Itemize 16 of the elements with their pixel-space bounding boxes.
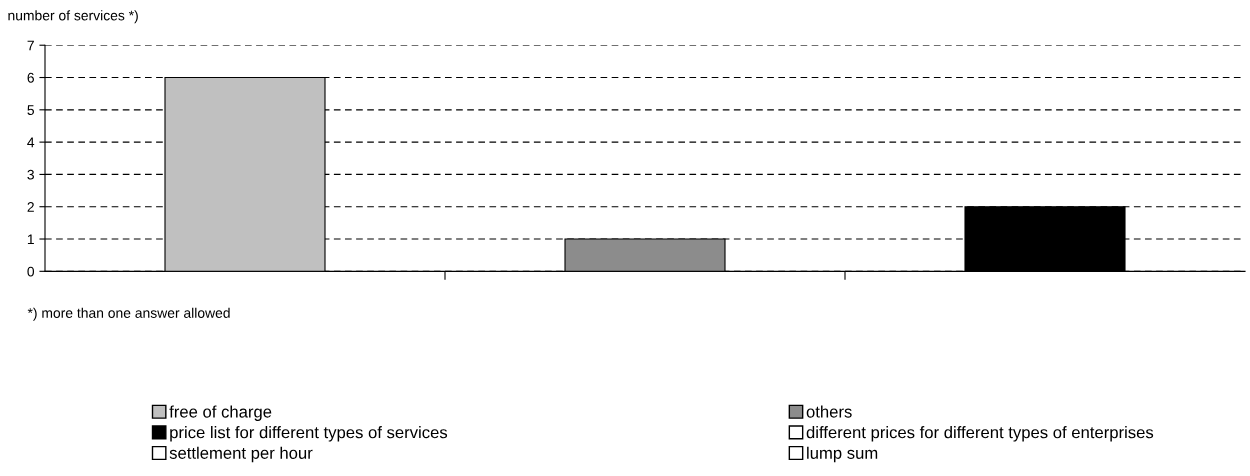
y-tick-label: 7 xyxy=(27,40,34,51)
legend-label: price list for different types of services xyxy=(170,426,448,442)
y-tick-label: 6 xyxy=(27,72,34,83)
y-tick-label: 3 xyxy=(27,169,34,180)
y-tick-label: 1 xyxy=(27,234,34,245)
legend-label: different prices for different types of enterprises xyxy=(806,426,1154,442)
y-tick-label: 4 xyxy=(27,137,35,148)
y-tick-label: 0 xyxy=(27,266,35,277)
text: *) more than one answer allowed xyxy=(27,307,230,321)
legend-label: lump sum xyxy=(807,446,878,463)
legend-label: free of charge xyxy=(169,405,272,421)
y-tick-label: 5 xyxy=(27,105,34,115)
legend-label: settlement per hour xyxy=(169,446,313,463)
y-tick-label: 2 xyxy=(27,202,34,212)
legend-label: others xyxy=(806,405,852,418)
y-axis-title: number of services *) xyxy=(8,10,138,24)
